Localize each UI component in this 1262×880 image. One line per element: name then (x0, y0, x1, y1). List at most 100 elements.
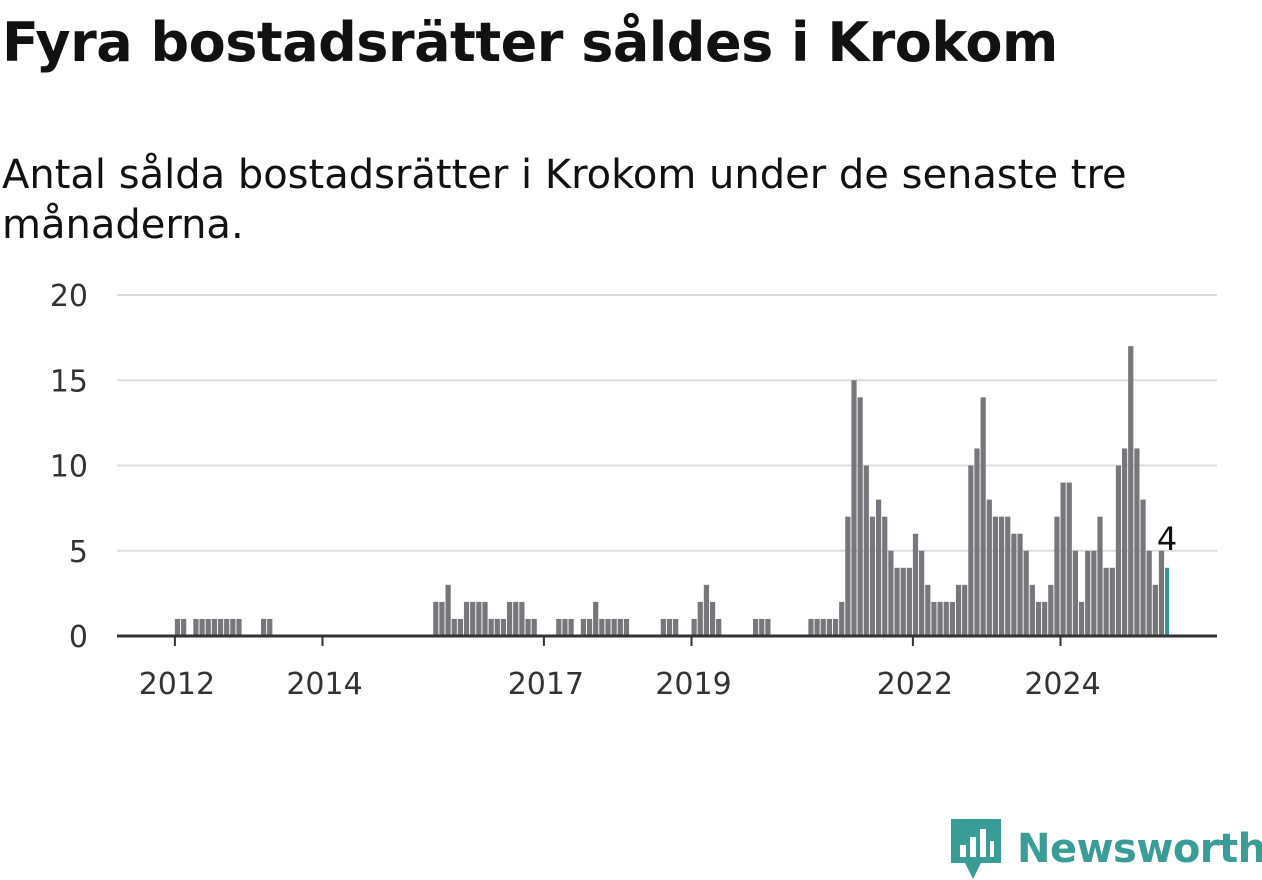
bar (1085, 550, 1091, 636)
bar (230, 618, 236, 636)
bar (900, 567, 906, 636)
newsworthy-logo-icon (951, 819, 1001, 879)
bar (1017, 533, 1023, 636)
bar (1042, 601, 1048, 636)
bar (488, 618, 494, 636)
bar (1035, 601, 1042, 636)
bar (580, 618, 586, 636)
latest-value-label: 4 (1157, 520, 1177, 558)
bar (697, 601, 703, 636)
bar (519, 601, 525, 636)
bar (507, 601, 513, 636)
bar (1146, 550, 1152, 636)
bar (470, 601, 476, 636)
bar (556, 618, 562, 636)
bar (1097, 516, 1103, 636)
bar (1011, 533, 1017, 636)
bar (992, 516, 999, 636)
bar (1072, 550, 1078, 636)
bar-latest (1165, 567, 1170, 636)
bar (906, 567, 912, 636)
bar (912, 533, 919, 636)
bar (753, 618, 759, 636)
bar (955, 584, 962, 636)
bar (839, 601, 845, 636)
bar (476, 601, 482, 636)
bar (1060, 482, 1066, 636)
y-tick-label: 0 (69, 620, 88, 655)
bar (857, 397, 863, 636)
bar (882, 516, 888, 636)
x-tick-label: 2019 (655, 667, 731, 702)
bar (217, 618, 224, 636)
x-tick-label: 2022 (877, 667, 953, 702)
bar (205, 618, 211, 636)
bar (611, 618, 617, 636)
bar (691, 618, 697, 636)
bar (666, 618, 673, 636)
bar (999, 516, 1005, 636)
bar (703, 584, 709, 636)
y-tick-label: 10 (50, 450, 88, 485)
bar (599, 618, 605, 636)
bar (980, 397, 986, 636)
x-tick-label: 2014 (286, 667, 362, 702)
brand-logo: Newsworthy (951, 818, 1262, 880)
bar (1140, 499, 1146, 636)
bar (869, 516, 876, 636)
x-tick-label: 2024 (1024, 667, 1100, 702)
bar (562, 618, 568, 636)
bar (525, 618, 531, 636)
bar (1029, 584, 1035, 636)
bar (199, 618, 205, 636)
bar (925, 584, 931, 636)
bar (962, 584, 968, 636)
bar (463, 601, 470, 636)
bar (1152, 584, 1158, 636)
bar (968, 465, 974, 636)
bar (808, 618, 814, 636)
bar (439, 601, 445, 636)
bar (1066, 482, 1072, 636)
bar (759, 618, 765, 636)
bar (986, 499, 992, 636)
bar (660, 618, 666, 636)
bar (261, 618, 267, 636)
bar (1128, 346, 1134, 636)
brand-name: Newsworthy (1017, 826, 1262, 872)
bar (974, 448, 980, 636)
bar (1048, 584, 1054, 636)
bar (593, 601, 599, 636)
bar (814, 618, 820, 636)
bar (1005, 516, 1011, 636)
bar (1103, 567, 1109, 636)
bar-chart: 0 5 10 15 20 2012 2014 2017 2019 2022 2024 4 (50, 279, 1217, 702)
bar (513, 601, 519, 636)
bar (193, 618, 199, 636)
bar (863, 465, 869, 636)
bar (876, 499, 882, 636)
bar (937, 601, 943, 636)
labels: 0 5 10 15 20 2012 2014 2017 2019 2022 2024 4 (50, 279, 1177, 702)
bar (623, 618, 630, 636)
bar (820, 618, 826, 636)
bar (1109, 567, 1115, 636)
bar (494, 618, 500, 636)
bar (482, 601, 488, 636)
bar (1023, 550, 1029, 636)
bar (568, 618, 574, 636)
bar (894, 567, 900, 636)
bar (845, 516, 851, 636)
bar (531, 618, 537, 636)
bar (765, 618, 771, 636)
axes (117, 634, 1217, 646)
bar (433, 601, 439, 636)
x-tick-label: 2012 (139, 667, 215, 702)
bar (236, 618, 242, 636)
bar (617, 618, 623, 636)
bar (1158, 550, 1165, 636)
bar (1091, 550, 1097, 636)
y-tick-label: 5 (69, 535, 88, 570)
bar (1054, 516, 1060, 636)
bar (826, 618, 832, 636)
